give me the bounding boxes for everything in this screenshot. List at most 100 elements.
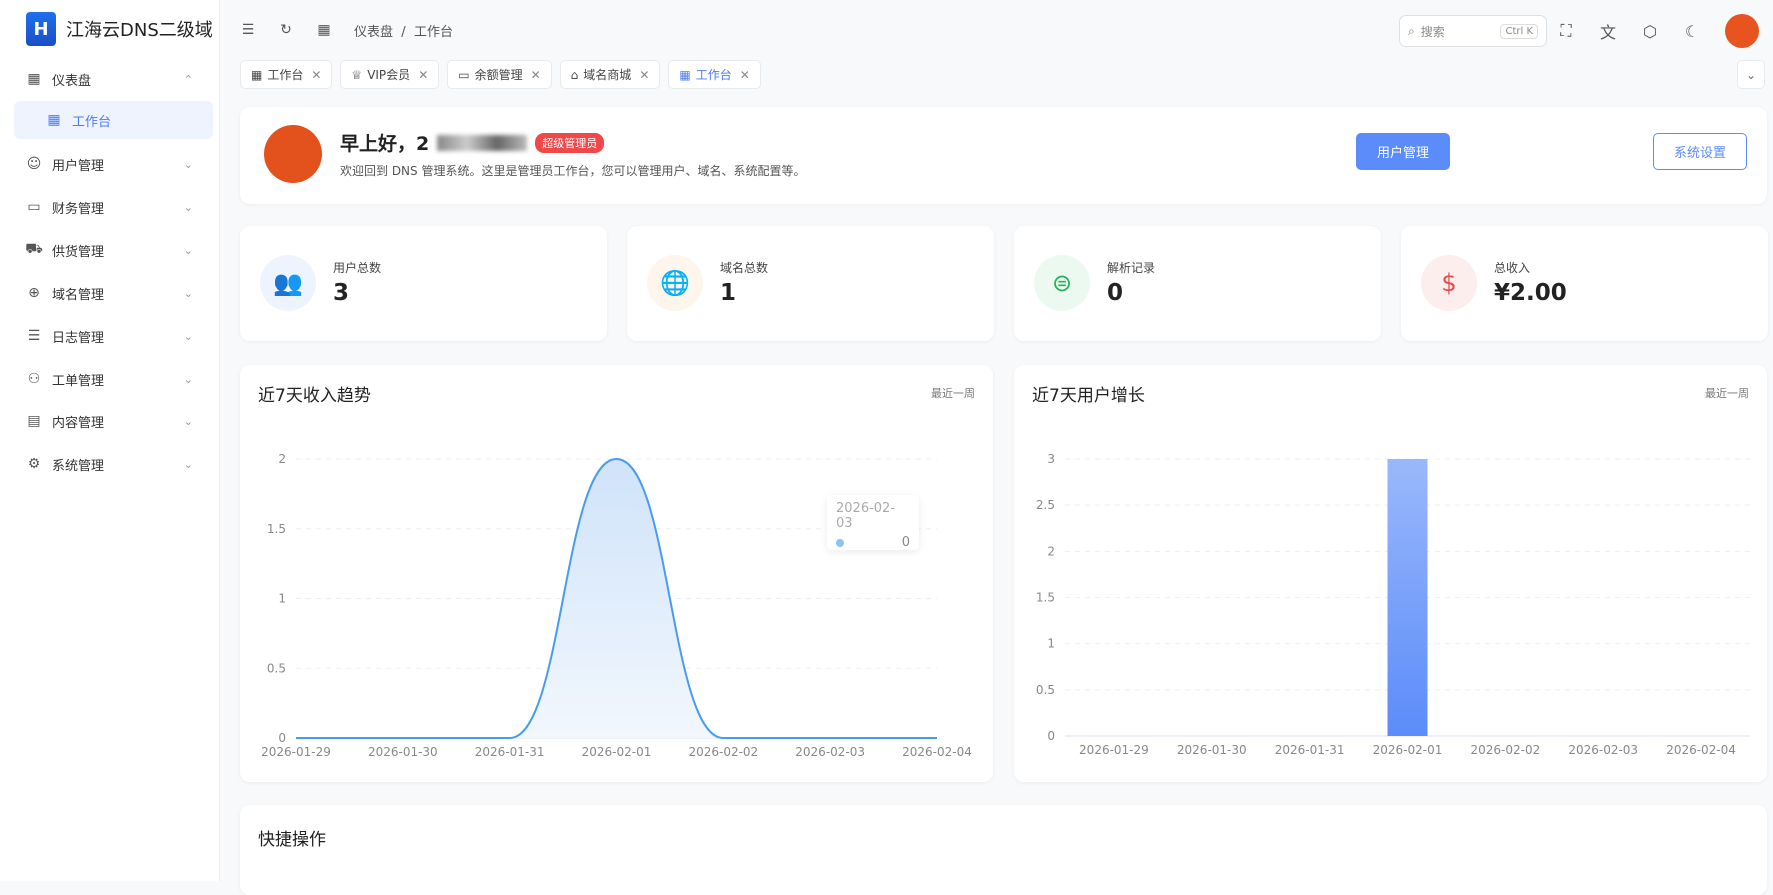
tab-4[interactable]: ▦ 工作台 ✕ <box>668 60 761 89</box>
user-icon: ☺ <box>26 156 42 172</box>
sidebar-item-1[interactable]: ▦ 工作台 <box>14 101 213 139</box>
close-icon[interactable]: ✕ <box>739 67 750 82</box>
x-tick-label: 2026-01-29 <box>1079 743 1149 757</box>
tab-2[interactable]: ▭ 余额管理 ✕ <box>447 60 552 89</box>
sidebar-item-label: 内容管理 <box>52 415 105 431</box>
sidebar-item-0[interactable]: ▦ 仪表盘 ⌃ <box>14 60 213 98</box>
tab-0[interactable]: ▦ 工作台 ✕ <box>240 60 333 89</box>
sidebar-item-label: 系统管理 <box>52 458 105 474</box>
stat-card: 👥 用户总数 3 <box>240 226 607 341</box>
y-tick-label: 1.5 <box>267 522 286 536</box>
shortcut-hint: Ctrl K <box>1500 23 1538 39</box>
tabs-dropdown-button[interactable]: ⌄ <box>1737 60 1765 89</box>
finance-icon: ▭ <box>27 199 41 215</box>
stat-label: 总收入 <box>1494 261 1531 275</box>
chevron-icon: ⌄ <box>183 157 193 171</box>
sidebar-item-7[interactable]: ⚇ 工单管理 ⌄ <box>14 360 213 398</box>
x-tick-label: 2026-02-02 <box>1470 743 1540 757</box>
fullscreen-icon[interactable]: ⛶ <box>1560 21 1572 40</box>
sidebar-item-3[interactable]: ▭ 财务管理 ⌄ <box>14 188 213 226</box>
dark-mode-icon[interactable]: ☾ <box>1684 21 1700 41</box>
income-chart: 0 0.5 1 1.5 2 2026-01-29 2026-01-30 2026-01-31 2… <box>261 452 972 759</box>
x-tick-label: 2026-02-01 <box>1373 743 1443 757</box>
chart-range: 最近一周 <box>931 387 975 400</box>
close-icon[interactable]: ✕ <box>311 67 322 82</box>
avatar <box>264 125 322 183</box>
stat-value: 0 <box>1107 280 1124 306</box>
user-avatar[interactable] <box>1725 14 1759 48</box>
close-icon[interactable]: ✕ <box>418 67 429 82</box>
x-tick-label: 2026-02-03 <box>1568 743 1638 757</box>
sidebar-item-5[interactable]: ⊕ 域名管理 ⌄ <box>14 274 213 312</box>
refresh-icon[interactable]: ↻ <box>280 22 292 38</box>
sidebar-item-label: 用户管理 <box>52 158 105 174</box>
greeting-text: 早上好，2 <box>340 133 430 155</box>
close-icon[interactable]: ✕ <box>530 67 541 82</box>
document-icon: ▤ <box>27 413 41 429</box>
chevron-icon: ⌃ <box>183 72 193 86</box>
y-tick-label: 0 <box>1047 729 1055 743</box>
settings-icon[interactable]: ⬡ <box>1643 21 1657 41</box>
sidebar-item-2[interactable]: ☺ 用户管理 ⌄ <box>14 145 213 183</box>
search-icon: ⌕ <box>1408 23 1415 38</box>
user-management-button[interactable]: 用户管理 <box>1356 133 1450 170</box>
y-tick-label: 0.5 <box>1036 683 1055 697</box>
y-tick-label: 1 <box>1047 637 1055 651</box>
user-growth-chart: 0 0.5 1 1.5 2 2.5 3 2026-01-29 2026-01-30 2026-01… <box>1036 452 1750 757</box>
menu-toggle-icon[interactable]: ☰ <box>241 22 255 38</box>
users-icon: 👥 <box>260 255 316 311</box>
y-tick-label: 2 <box>278 452 286 466</box>
search-placeholder: 搜索 <box>1420 24 1445 39</box>
series-line <box>296 457 937 739</box>
log-icon: ☰ <box>27 328 41 344</box>
app-title: 江海云DNS二级域 <box>66 20 213 41</box>
user-growth-chart-card: 近7天用户增长 最近一周 0 0.5 1 1.5 2 2.5 3 2026-01-29 2026… <box>1014 365 1767 782</box>
x-tick-label: 2026-02-01 <box>582 745 652 759</box>
system-settings-button[interactable]: 系统设置 <box>1653 133 1747 170</box>
search-input[interactable]: ⌕ 搜索 Ctrl K <box>1399 15 1547 47</box>
tab-icon: ⌂ <box>570 67 579 82</box>
tab-icon: ▦ <box>679 67 691 82</box>
tooltip-date: 2026-02-03 <box>836 501 896 531</box>
stat-card: $ 总收入 ¥2.00 <box>1401 226 1768 341</box>
greeting: 早上好，2 超级管理员 <box>340 129 605 156</box>
sidebar-item-8[interactable]: ▤ 内容管理 ⌄ <box>14 402 213 440</box>
sidebar-item-6[interactable]: ☰ 日志管理 ⌄ <box>14 317 213 355</box>
tab-icon: ▦ <box>251 67 263 82</box>
welcome-card: 早上好，2 超级管理员 欢迎回到 DNS 管理系统。这里是管理员工作台，您可以管… <box>240 107 1767 204</box>
tab-label: VIP会员 <box>367 68 411 82</box>
breadcrumb: 仪表盘 / 工作台 <box>354 21 453 40</box>
sidebar-item-4[interactable]: ⛟ 供货管理 ⌄ <box>14 231 213 269</box>
bar <box>1387 459 1428 736</box>
tab-label: 余额管理 <box>474 68 523 82</box>
translate-icon[interactable]: 文 <box>1599 23 1616 42</box>
tab-3[interactable]: ⌂ 域名商城 ✕ <box>559 60 661 89</box>
tab-icon: ♕ <box>351 67 363 82</box>
stat-value: 1 <box>720 280 737 306</box>
x-tick-label: 2026-01-31 <box>475 745 545 759</box>
x-tick-label: 2026-01-31 <box>1275 743 1345 757</box>
quick-actions-card: 快捷操作 <box>240 805 1767 895</box>
y-tick-label: 2 <box>1047 544 1055 558</box>
breadcrumb-item[interactable]: 仪表盘 <box>354 24 394 40</box>
role-badge: 超级管理员 <box>535 132 605 153</box>
chevron-icon: ⌄ <box>183 200 193 214</box>
area-fill <box>296 459 937 738</box>
globe-icon: ⊕ <box>28 285 40 301</box>
chart-range: 最近一周 <box>1705 387 1749 400</box>
chevron-icon: ⌄ <box>183 457 193 471</box>
tab-1[interactable]: ♕ VIP会员 ✕ <box>340 60 440 89</box>
close-icon[interactable]: ✕ <box>639 67 650 82</box>
y-tick-label: 2.5 <box>1036 498 1055 512</box>
sidebar-item-9[interactable]: ⚙ 系统管理 ⌄ <box>14 445 213 483</box>
workbench-icon: ▦ <box>47 112 61 128</box>
y-tick-label: 1.5 <box>1036 591 1055 605</box>
quick-actions-title: 快捷操作 <box>258 830 326 850</box>
grid-icon[interactable]: ▦ <box>317 22 331 38</box>
series-dot-icon <box>836 538 844 547</box>
truck-icon: ⛟ <box>25 241 43 257</box>
y-tick-label: 1 <box>278 592 286 606</box>
breadcrumb-item: 工作台 <box>413 24 453 40</box>
sidebar: H 江海云DNS二级域 ▦ 仪表盘 ⌃ ▦ 工作台 ☺ 用户管理 ⌄ ▭ 财务管理 ⌄ ⛟ 供货管理 ⌄ ⊕… <box>0 0 220 881</box>
app-logo[interactable]: H 江海云DNS二级域 <box>0 0 219 58</box>
